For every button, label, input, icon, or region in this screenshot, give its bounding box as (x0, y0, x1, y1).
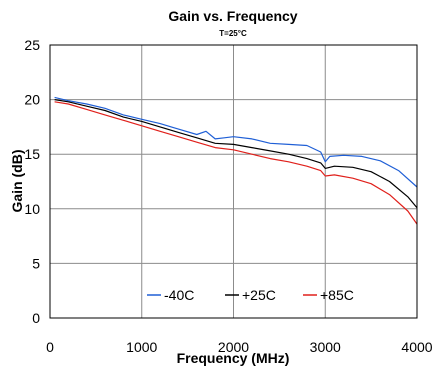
y-tick-labels: 0 5 10 15 20 25 (24, 37, 40, 326)
y-tick-label: 15 (24, 146, 40, 162)
legend-label: +85C (320, 287, 354, 303)
y-tick-label: 0 (32, 310, 40, 326)
series-lines (54, 96, 418, 225)
x-tick-label: 0 (46, 339, 54, 355)
series-line-1 (54, 96, 418, 188)
x-tick-label: 1000 (126, 339, 157, 355)
chart-title: Gain vs. Frequency (168, 8, 297, 24)
series-line-3 (54, 101, 418, 225)
y-tick-label: 5 (32, 255, 40, 271)
y-tick-label: 10 (24, 201, 40, 217)
legend-label: -40C (164, 287, 194, 303)
x-tick-label: 4000 (401, 339, 432, 355)
legend-label: +25C (242, 287, 276, 303)
chart-subtitle: T=25°C (219, 29, 247, 38)
y-tick-label: 25 (24, 37, 40, 53)
x-tick-label: 2000 (218, 339, 249, 355)
y-axis-label: Gain (dB) (9, 150, 25, 213)
legend: -40C +25C +85C (147, 287, 354, 303)
x-axis-label: Frequency (MHz) (177, 350, 290, 366)
y-tick-label: 20 (24, 92, 40, 108)
x-tick-labels: 0 1000 2000 3000 4000 (46, 339, 433, 355)
series-line-2 (54, 99, 418, 209)
gridlines (50, 45, 417, 318)
x-tick-label: 3000 (310, 339, 341, 355)
plot-frame (49, 44, 418, 319)
